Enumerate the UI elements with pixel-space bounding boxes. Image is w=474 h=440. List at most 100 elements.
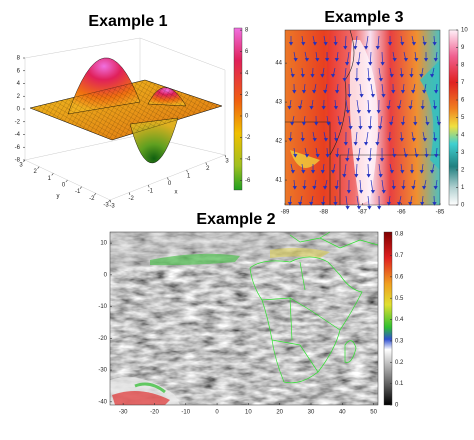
arrow-head <box>414 154 419 158</box>
arrow-head <box>387 42 393 46</box>
arrow-head <box>333 202 338 206</box>
x-tick-label: 3 <box>225 159 229 165</box>
x-axis-label: x <box>175 190 178 196</box>
panel-title: Example 2 <box>196 211 275 228</box>
arrow-head <box>424 154 429 158</box>
arrow-head <box>290 170 296 174</box>
arrow-head <box>322 186 328 190</box>
arrow-head <box>389 170 395 174</box>
arrow-head <box>323 138 329 142</box>
panel-title: Example 3 <box>324 9 403 26</box>
z-tick-label: 8 <box>17 56 21 62</box>
arrow-head <box>387 138 392 142</box>
arrow-head <box>304 154 310 158</box>
colorbar-tick-label: 2 <box>245 92 249 98</box>
colorbar <box>383 231 393 406</box>
y-tick-label: 43 <box>275 100 282 106</box>
arrow-head <box>391 90 396 94</box>
arrow-head <box>419 74 424 78</box>
z-tick-label: 6 <box>17 68 21 74</box>
x-tick-label: -30 <box>119 410 128 416</box>
arrow-head <box>297 202 303 206</box>
arrow-head <box>433 186 438 190</box>
arrow-head <box>342 78 347 82</box>
arrow-head <box>366 110 372 114</box>
y-tick <box>51 173 54 176</box>
y-tick-label: -30 <box>98 368 107 374</box>
arrow-head <box>334 58 339 62</box>
arrow-head <box>312 42 318 46</box>
arrow-head <box>429 170 435 174</box>
y-tick-label: 41 <box>275 178 282 184</box>
arrow-head <box>345 158 350 162</box>
x-tick <box>148 184 150 188</box>
x-tick-label: -20 <box>150 410 159 416</box>
plot-frame <box>109 231 379 406</box>
arrow-head <box>358 126 363 130</box>
arrow-head <box>363 142 369 146</box>
satellite-map <box>110 231 379 405</box>
arrow-head <box>324 58 330 62</box>
arrow-head <box>289 122 295 126</box>
arrow-head <box>335 154 340 158</box>
colorbar-tick-label: 2 <box>461 168 465 174</box>
arrow-head <box>379 158 385 162</box>
arrow-head <box>297 106 303 110</box>
arrow-head <box>375 142 380 146</box>
z-tick-label: -8 <box>15 158 21 164</box>
arrow-head <box>323 42 328 46</box>
colorbar-tick-label: 0.6 <box>395 274 404 280</box>
arrow-head <box>367 126 373 130</box>
colorbar-tick-label: 8 <box>461 63 465 69</box>
x-tick <box>186 169 188 173</box>
arrow-head <box>434 154 439 158</box>
arrow-head <box>355 158 361 162</box>
colorbar-tick-label: 0.4 <box>395 317 404 323</box>
colorbar-tick-label: 4 <box>461 133 465 139</box>
surface <box>29 57 223 164</box>
arrow-head <box>429 74 435 78</box>
x-tick-label: -85 <box>436 210 445 216</box>
arrow-head <box>326 122 331 126</box>
arrow-head <box>347 94 352 98</box>
arrow-head <box>392 154 397 158</box>
arrow-head <box>348 126 353 130</box>
arrow-head <box>422 90 427 94</box>
x-tick <box>167 177 169 180</box>
colorbar-tick-label: 3 <box>461 150 465 156</box>
colorbar-tick-label: 1 <box>461 185 465 191</box>
colorbar-tick-label: 0.5 <box>395 296 404 302</box>
arrow-head <box>287 106 292 110</box>
arrow-head <box>343 142 348 146</box>
x-tick-label: -10 <box>181 410 190 416</box>
arrow-head <box>311 90 317 94</box>
x-tick-label: -2 <box>128 196 134 202</box>
z-tick-label: 4 <box>17 81 21 87</box>
colorbar-tick-label: -4 <box>245 156 251 162</box>
arrow-head <box>354 78 359 82</box>
colorbar-tick-label: -6 <box>245 178 251 184</box>
x-tick-label: -1 <box>148 189 154 195</box>
arrow-head <box>400 42 405 46</box>
arrow-head <box>425 122 430 126</box>
arrow-head <box>432 202 437 206</box>
colorbar-tick-label: 9 <box>461 45 465 51</box>
arrow-head <box>378 126 383 130</box>
arrow-head <box>375 46 380 50</box>
y-tick <box>23 159 26 163</box>
x-tick-label: 1 <box>187 174 191 180</box>
z-tick-label: 2 <box>17 94 21 100</box>
arrow-head <box>354 174 359 178</box>
arrow-head <box>377 206 382 210</box>
arrow-head <box>314 122 319 126</box>
colorbar-tick-label: 6 <box>245 49 249 55</box>
arrow-head <box>370 190 376 194</box>
colorbar-tick-label: 0.2 <box>395 360 404 366</box>
z-tick-label: 0 <box>17 107 21 113</box>
x-tick <box>205 162 207 165</box>
y-tick-label: 44 <box>275 61 282 67</box>
arrow-head <box>356 206 362 210</box>
arrow-head <box>334 138 339 142</box>
arrow-head <box>411 186 416 190</box>
y-tick-label: 0 <box>62 183 66 189</box>
